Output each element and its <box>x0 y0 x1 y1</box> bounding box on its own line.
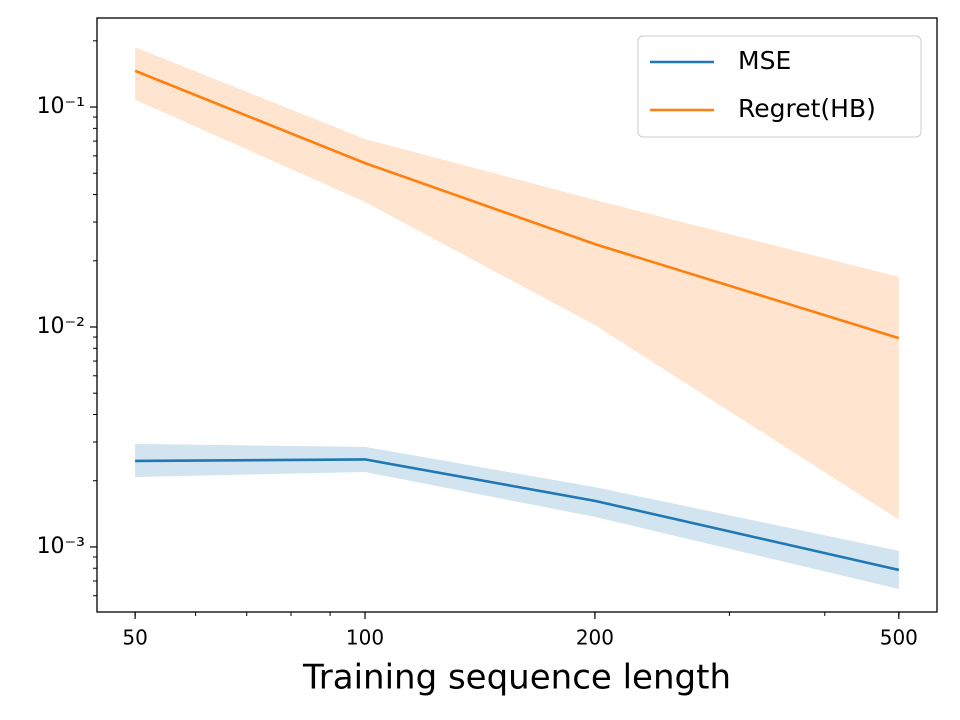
x-tick-label: 200 <box>576 626 614 650</box>
x-tick-label: 100 <box>346 626 384 650</box>
axes-frame <box>96 17 938 613</box>
x-tick-label: 50 <box>122 626 147 650</box>
error-band <box>135 47 899 520</box>
x-axis-label: Training sequence length <box>302 658 731 698</box>
line <box>134 69 900 340</box>
error-band <box>135 443 899 589</box>
y-tick-label: 10⁻³ <box>37 534 85 559</box>
legend-label: MSE <box>738 46 791 75</box>
x-tick-label: 500 <box>880 626 918 650</box>
y-tick-label: 10⁻² <box>37 314 85 339</box>
legend-label: Regret(HB) <box>738 94 876 123</box>
line <box>135 458 900 572</box>
y-tick-label: 10⁻¹ <box>37 94 85 119</box>
